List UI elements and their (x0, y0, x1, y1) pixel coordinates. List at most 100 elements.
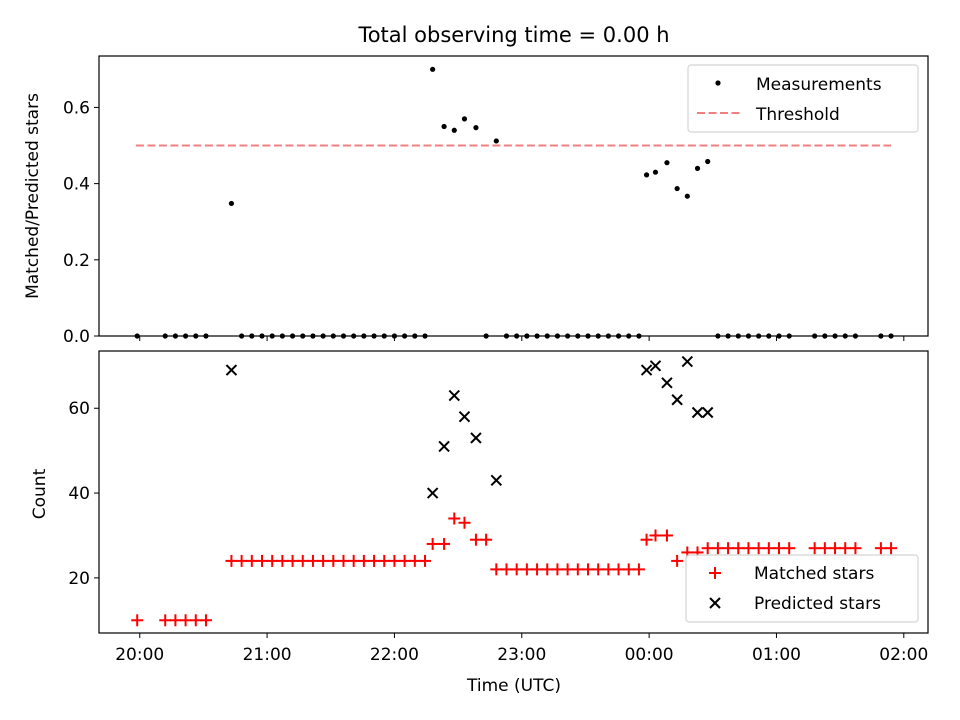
matched-stars-point (752, 542, 765, 555)
matched-stars-point (711, 542, 724, 555)
matched-stars-point (337, 554, 350, 567)
bottom-y-axis-label: Count (30, 468, 50, 519)
matched-stars-point (500, 563, 513, 576)
matched-stars-point (783, 542, 796, 555)
predicted-stars-point (438, 440, 450, 453)
matched-stars-point (622, 563, 635, 576)
matched-stars-point (818, 542, 831, 555)
predicted-stars-point (225, 364, 238, 376)
predicted-stars-point (701, 406, 714, 419)
x-tick-label: 23:00 (497, 645, 546, 665)
matched-stars-point (317, 554, 330, 567)
legend-measurements-label: Measurements (756, 75, 882, 95)
matched-stars-point (296, 554, 309, 567)
matched-stars-point (808, 542, 821, 555)
matched-stars-point (131, 614, 144, 627)
figure-title: Total observing time = 0.00 h (357, 23, 669, 47)
predicted-stars-point (458, 411, 471, 423)
top-legend-frame (687, 64, 919, 133)
x-tick-label: 01:00 (752, 645, 801, 665)
x-tick-label: 20:00 (115, 645, 164, 665)
matched-stars-point (368, 554, 381, 567)
top-axes-frame (98, 55, 929, 337)
matched-stars-point (874, 542, 887, 555)
legend-matched-marker (709, 567, 721, 579)
matched-stars-point (276, 554, 289, 567)
matched-stars-point (225, 554, 238, 567)
matched-stars-point (701, 542, 714, 555)
y-tick-label: 0.2 (63, 251, 90, 271)
matched-stars-point (510, 563, 523, 576)
matched-stars-point (592, 563, 605, 576)
matched-stars-point (649, 529, 662, 542)
matched-stars-point (541, 563, 554, 576)
matched-stars-point (829, 542, 842, 555)
matched-stars-point (490, 563, 503, 576)
matched-stars-point (612, 563, 625, 576)
measurement-point (493, 138, 499, 144)
x-tick-label: 02:00 (879, 645, 928, 665)
matched-stars-point (388, 554, 401, 567)
bottom-panel: 20 40 60 20:00 21:00 22:00 23:00 00:00 01:00 02:… (30, 350, 929, 696)
x-axis-label: Time (UTC) (466, 676, 561, 696)
x-tick-label: 21:00 (243, 645, 292, 665)
top-x-ticks (139, 336, 905, 341)
matched-stars-point (762, 542, 775, 555)
matched-stars-point (602, 563, 615, 576)
matched-stars-point (438, 537, 451, 550)
predicted-stars-point (448, 389, 460, 402)
matched-stars-point (480, 533, 493, 546)
measurement-point (430, 66, 436, 72)
matched-stars-point (327, 554, 340, 567)
matched-stars-point (660, 529, 673, 542)
matched-stars-point (357, 554, 370, 567)
x-tick-label: 22:00 (370, 645, 419, 665)
measurement-point (228, 200, 235, 207)
predicted-stars-point (691, 406, 704, 419)
legend-matched-label: Matched stars (754, 564, 874, 584)
bottom-legend: Matched stars Predicted stars (685, 554, 919, 623)
predicted-stars-point (426, 487, 439, 499)
matched-stars-point (722, 542, 735, 555)
predicted-stars-point (661, 377, 673, 389)
matched-stars-point (839, 542, 852, 555)
measurement-point (461, 116, 468, 122)
predicted-stars-point (490, 474, 503, 487)
matched-stars-point (179, 614, 192, 627)
matched-stars-point (378, 554, 391, 567)
y-tick-label: 60 (68, 399, 90, 419)
top-legend: Measurements Threshold (687, 64, 919, 133)
bottom-x-ticks: 20:00 21:00 22:00 23:00 00:00 01:00 02:00 (115, 633, 928, 665)
measurement-point (684, 193, 690, 199)
measurement-point (441, 123, 447, 130)
matched-stars-point (169, 614, 182, 627)
matched-stars-point (571, 563, 584, 576)
matched-stars-point (640, 533, 653, 546)
top-panel: 0.0 0.2 0.4 0.6 Matched/Predicted stars Mea… (23, 55, 929, 347)
matched-stars-point (732, 542, 745, 555)
matched-stars-point (581, 563, 594, 576)
matched-stars-point (632, 563, 645, 576)
top-y-axis-label: Matched/Predicted stars (23, 93, 43, 299)
matched-stars-point (531, 563, 544, 576)
bottom-y-ticks: 20 40 60 (68, 399, 99, 589)
predicted-stars-point (671, 394, 683, 406)
matched-stars-point (426, 537, 439, 550)
matched-stars-point (189, 614, 202, 627)
matched-stars-point (849, 542, 862, 555)
series-matched-stars (131, 512, 898, 627)
matched-stars-point (458, 516, 471, 529)
matched-stars-point (671, 554, 684, 567)
matched-stars-point (885, 542, 898, 555)
measurement-point (643, 172, 650, 178)
matched-stars-point (255, 554, 268, 567)
legend-predicted-marker (709, 597, 721, 609)
matched-stars-point (235, 554, 248, 567)
y-tick-label: 0.0 (63, 327, 90, 347)
top-y-ticks: 0.0 0.2 0.4 0.6 (63, 98, 99, 347)
measurement-point (473, 125, 479, 131)
predicted-stars-point (649, 360, 662, 372)
matched-stars-point (266, 554, 279, 567)
legend-threshold-label: Threshold (755, 105, 840, 125)
x-tick-label: 00:00 (625, 645, 674, 665)
